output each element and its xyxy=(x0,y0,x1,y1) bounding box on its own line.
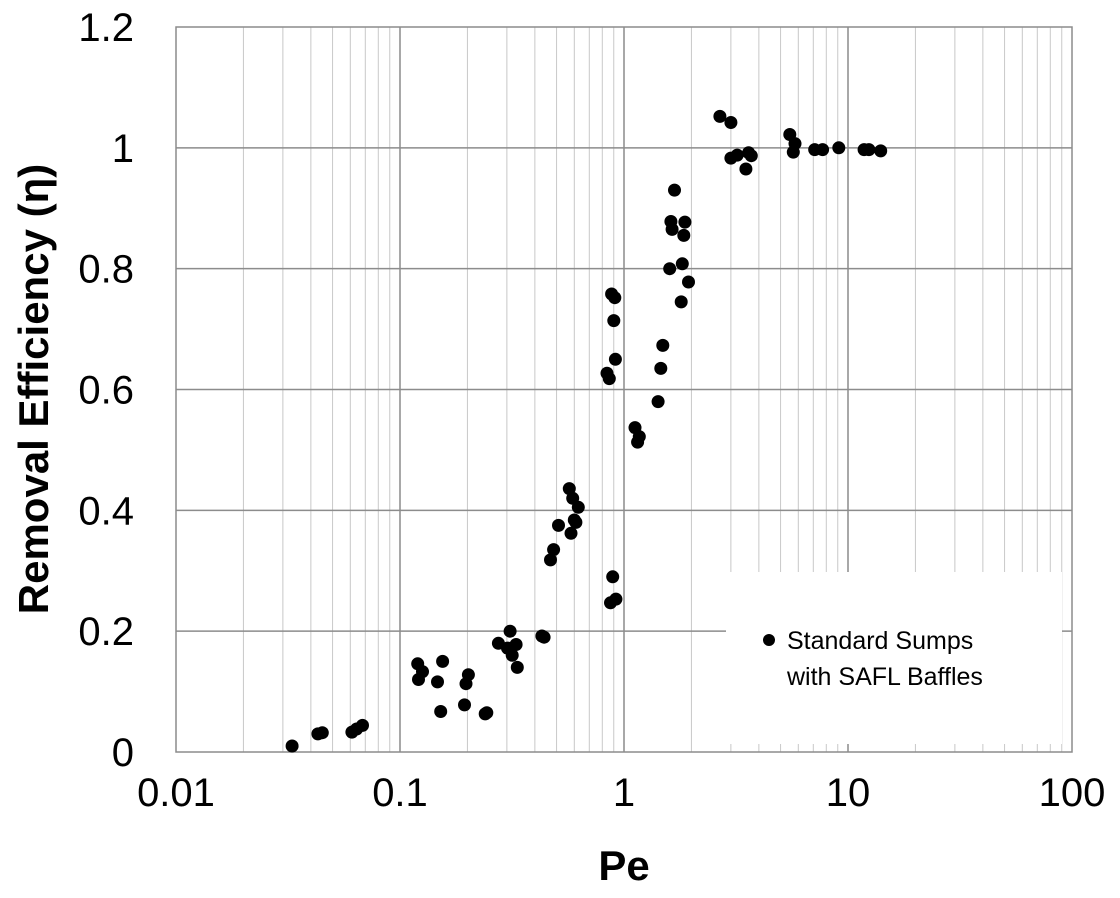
data-point xyxy=(656,338,670,352)
x-axis-title: Pe xyxy=(598,842,649,889)
x-tick-label: 0.1 xyxy=(372,771,428,815)
x-tick-label: 0.01 xyxy=(137,771,215,815)
tick-labels: 0.01 0.1 1 10 100 0 0.2 0.4 0.6 0.8 1 1.2 xyxy=(78,6,1105,815)
data-point xyxy=(436,654,450,668)
data-point xyxy=(651,395,665,409)
data-point xyxy=(675,257,689,271)
data-point xyxy=(668,183,681,197)
data-point xyxy=(505,648,519,662)
x-tick-label: 1 xyxy=(613,771,635,815)
data-point xyxy=(609,592,623,606)
legend-label-line1: Standard Sumps xyxy=(787,627,973,655)
data-point xyxy=(571,500,585,514)
legend-box xyxy=(726,572,1062,744)
legend-marker xyxy=(763,634,775,646)
data-point xyxy=(832,141,846,155)
y-tick-label: 0.2 xyxy=(78,610,134,654)
y-tick-label: 0 xyxy=(112,731,134,775)
data-point xyxy=(285,739,299,753)
y-tick-label: 1.2 xyxy=(78,6,134,50)
data-point xyxy=(552,518,565,532)
data-point xyxy=(677,228,691,242)
data-point xyxy=(547,543,561,557)
plot-frame xyxy=(175,26,1073,753)
data-point xyxy=(564,526,578,540)
data-point xyxy=(724,116,738,129)
data-point xyxy=(682,275,695,289)
data-point xyxy=(862,143,876,157)
data-point xyxy=(458,698,471,712)
data-point xyxy=(606,570,620,584)
data-point xyxy=(602,372,616,386)
data-point xyxy=(510,660,524,674)
data-point xyxy=(730,148,744,162)
data-point xyxy=(632,430,646,444)
data-points xyxy=(285,109,888,753)
data-point xyxy=(461,668,475,682)
data-point xyxy=(607,314,621,328)
data-point xyxy=(544,553,557,567)
data-point xyxy=(356,718,369,732)
data-point xyxy=(503,624,517,638)
data-point xyxy=(674,295,688,309)
data-point xyxy=(509,638,523,651)
data-point xyxy=(608,291,622,305)
data-point xyxy=(713,109,727,123)
legend-label-line2: with SAFL Baffles xyxy=(786,663,983,691)
y-tick-label: 0.6 xyxy=(78,369,134,413)
data-point xyxy=(569,515,583,529)
y-tick-label: 0.8 xyxy=(78,248,134,292)
y-tick-label: 0.4 xyxy=(78,489,134,533)
legend: Standard Sumps with SAFL Baffles xyxy=(726,572,1062,744)
data-point xyxy=(434,705,448,718)
data-point xyxy=(537,630,551,644)
data-point xyxy=(665,222,679,236)
data-point xyxy=(816,143,830,157)
data-point xyxy=(739,162,753,176)
y-tick-label: 1 xyxy=(112,127,134,171)
x-tick-label: 100 xyxy=(1039,771,1106,815)
data-point xyxy=(678,215,692,229)
data-point xyxy=(654,361,668,375)
y-axis-title: Removal Efficiency (η) xyxy=(10,164,57,614)
data-point xyxy=(874,144,888,158)
data-point xyxy=(788,137,802,151)
data-point xyxy=(608,352,622,366)
data-point xyxy=(315,726,329,740)
data-point xyxy=(431,675,444,689)
data-point xyxy=(663,262,677,276)
x-tick-label: 10 xyxy=(826,771,871,815)
data-point xyxy=(744,149,758,163)
data-point xyxy=(480,706,494,720)
data-point xyxy=(416,665,429,679)
